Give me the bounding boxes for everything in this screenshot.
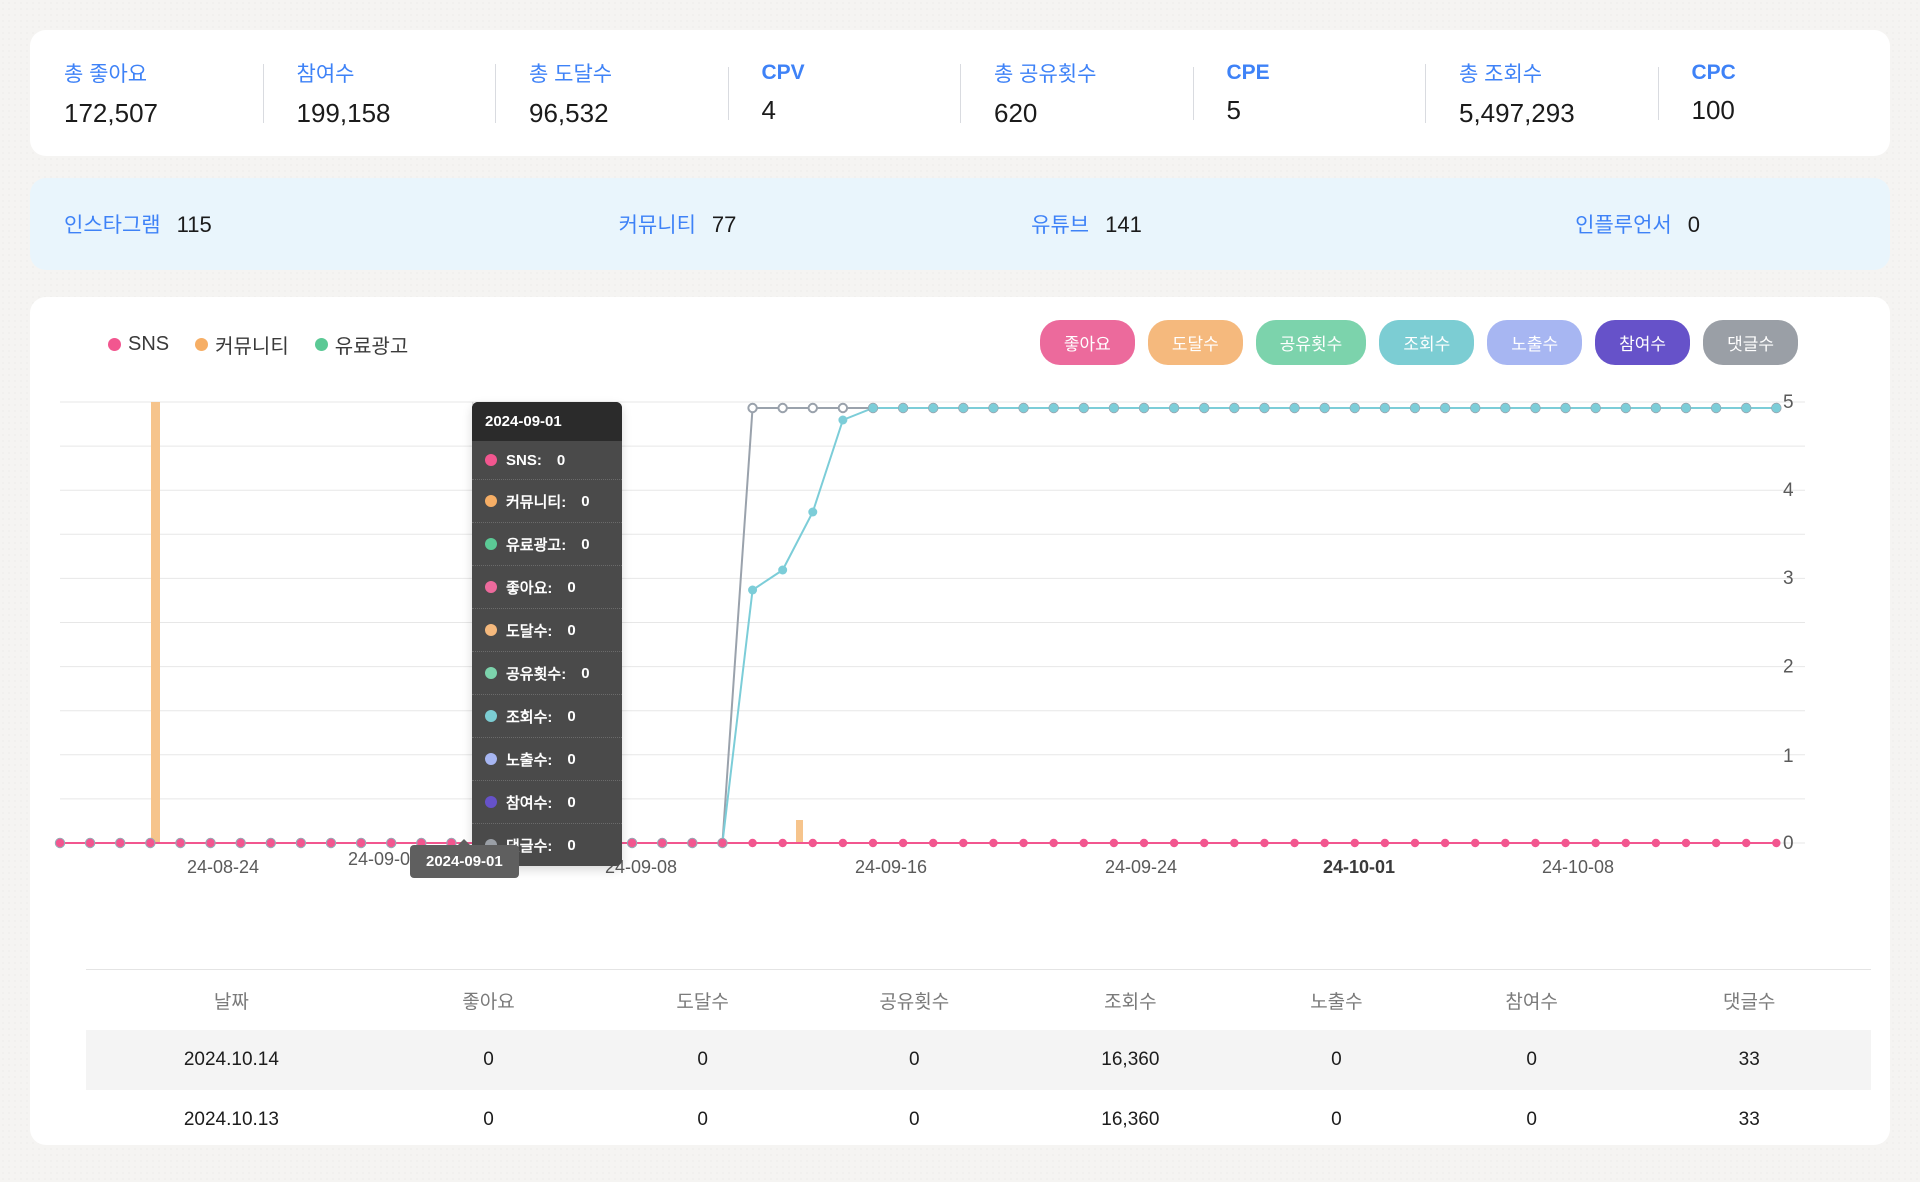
svg-text:5: 5 [1783, 392, 1794, 413]
svg-text:24-08-24: 24-08-24 [187, 857, 259, 877]
svg-text:24-09-24: 24-09-24 [1105, 857, 1177, 877]
svg-text:2: 2 [1783, 657, 1794, 678]
svg-text:4: 4 [1783, 480, 1794, 501]
svg-text:1: 1 [1783, 746, 1794, 767]
svg-text:24-10-08: 24-10-08 [1542, 857, 1614, 877]
svg-text:24-10-01: 24-10-01 [1323, 857, 1395, 877]
svg-text:0: 0 [1783, 833, 1794, 854]
svg-text:24-09-16: 24-09-16 [855, 857, 927, 877]
svg-text:3: 3 [1783, 568, 1794, 589]
